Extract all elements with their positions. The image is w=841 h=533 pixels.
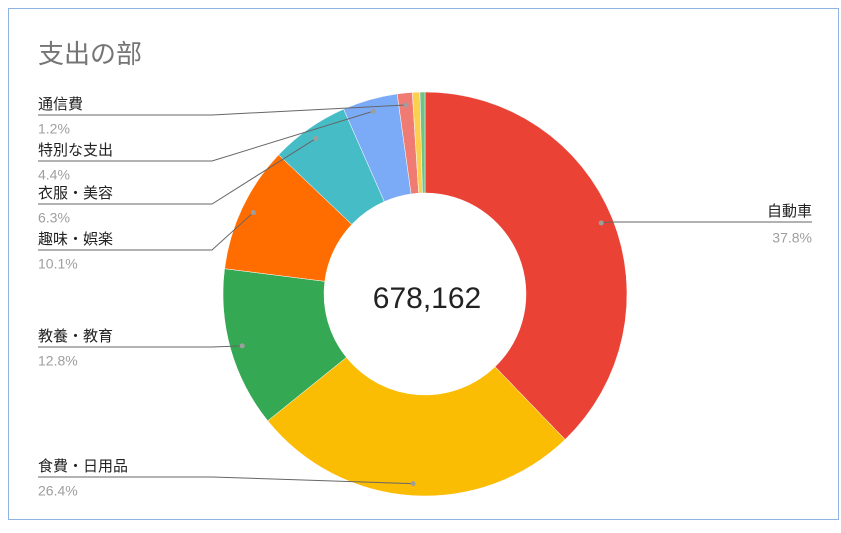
leader-line (38, 476, 414, 485)
slice-name: 趣味・娯楽 (38, 231, 113, 248)
leader-dot (598, 220, 604, 226)
slice-percent: 37.8% (772, 230, 812, 246)
leader-dot (313, 136, 319, 142)
chart-title: 支出の部 (38, 39, 142, 69)
leader-dot (250, 210, 256, 216)
slice (267, 357, 566, 497)
slice-name: 食費・日用品 (38, 458, 128, 475)
center-total: 678,162 (373, 282, 481, 315)
slice-name: 特別な支出 (38, 142, 113, 159)
leader-dot (370, 108, 376, 114)
leader-line (38, 212, 254, 251)
slice-name: 自動車 (767, 203, 812, 220)
leader-line (38, 345, 243, 348)
leader-dot (403, 102, 409, 108)
leader-dot (239, 343, 245, 349)
leader-line (38, 110, 374, 162)
slices (222, 91, 628, 497)
leader-line (38, 138, 317, 205)
slice-name: 通信費 (38, 96, 83, 113)
slice-percent: 10.1% (38, 256, 78, 272)
slice-percent: 6.3% (38, 210, 70, 226)
slice-name: 教養・教育 (38, 328, 113, 345)
leader-line (601, 221, 812, 224)
slice-percent: 26.4% (38, 483, 78, 499)
slice-name: 衣服・美容 (38, 185, 113, 202)
slice-percent: 4.4% (38, 167, 70, 183)
slice (419, 91, 426, 194)
leader-dot (410, 481, 416, 487)
labels: 自動車 37.8% 食費・日用品 26.4% 教養・教育 12.8% 趣味・娯楽 10.1% 衣… (38, 96, 812, 499)
slice-percent: 12.8% (38, 353, 78, 369)
leader-line (38, 104, 406, 116)
slice (424, 91, 628, 440)
slice-percent: 1.2% (38, 121, 70, 137)
